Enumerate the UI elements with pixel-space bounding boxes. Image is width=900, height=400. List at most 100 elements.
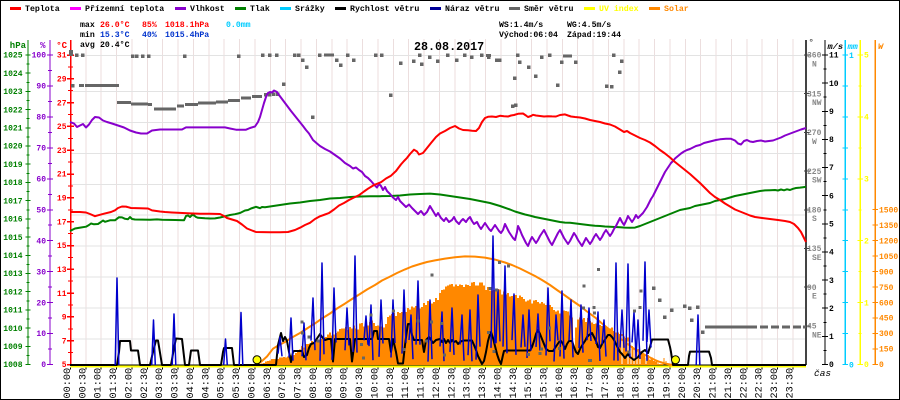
svg-text:9: 9 [829, 108, 834, 117]
svg-text:Přízemní teplota: Přízemní teplota [85, 4, 164, 14]
svg-text:16:00: 16:00 [555, 368, 566, 399]
svg-text:1013: 1013 [3, 270, 22, 279]
svg-text:SE: SE [812, 254, 822, 263]
svg-text:1: 1 [864, 299, 869, 308]
svg-text:E: E [812, 293, 817, 302]
svg-text:85%: 85% [142, 21, 157, 30]
svg-text:05:00: 05:00 [217, 368, 228, 399]
svg-text:1024: 1024 [3, 70, 22, 79]
svg-text:02:30: 02:30 [140, 368, 151, 399]
svg-text:1010: 1010 [3, 325, 22, 334]
svg-text:1008: 1008 [3, 361, 22, 370]
svg-text:70: 70 [36, 145, 46, 154]
svg-text:60: 60 [36, 176, 46, 185]
svg-text:13:30: 13:30 [478, 368, 489, 399]
svg-text:225: 225 [807, 168, 822, 177]
svg-text:10:30: 10:30 [386, 368, 397, 399]
svg-text:01:00: 01:00 [94, 368, 105, 399]
svg-text:1016: 1016 [3, 216, 22, 225]
svg-text:11: 11 [829, 52, 839, 61]
svg-text:mm: mm [847, 42, 859, 52]
svg-text:21:00: 21:00 [709, 368, 720, 399]
svg-text:1018.1hPa: 1018.1hPa [165, 20, 209, 30]
svg-text:80: 80 [36, 114, 46, 123]
svg-text:16:30: 16:30 [570, 368, 581, 399]
svg-text:UV index: UV index [599, 4, 639, 14]
svg-text:19:30: 19:30 [663, 368, 674, 399]
svg-text:1009: 1009 [3, 343, 22, 352]
svg-text:Vlhkost: Vlhkost [190, 4, 225, 14]
svg-text:50: 50 [36, 206, 46, 215]
svg-text:45: 45 [807, 323, 817, 332]
svg-text:max: max [80, 21, 95, 30]
svg-text:750: 750 [879, 284, 894, 293]
svg-text:0: 0 [849, 362, 854, 371]
svg-text:90: 90 [36, 83, 46, 92]
svg-text:9: 9 [62, 314, 67, 323]
svg-text:135: 135 [807, 245, 822, 254]
svg-text:1: 1 [849, 52, 854, 61]
svg-text:1022: 1022 [3, 106, 22, 115]
svg-text:W: W [878, 42, 884, 52]
svg-text:25: 25 [57, 123, 67, 132]
svg-text:03:00: 03:00 [155, 368, 166, 399]
svg-text:3: 3 [829, 277, 834, 286]
svg-text:5: 5 [864, 52, 869, 61]
svg-text:Západ:19:44: Západ:19:44 [567, 30, 621, 40]
svg-text:1021: 1021 [3, 125, 22, 134]
svg-text:21:30: 21:30 [724, 368, 735, 399]
svg-text:22:30: 22:30 [755, 368, 766, 399]
svg-text:17:00: 17:00 [586, 368, 597, 399]
svg-text:1018: 1018 [3, 179, 22, 188]
svg-text:Solar: Solar [664, 4, 689, 14]
svg-text:12:00: 12:00 [432, 368, 443, 399]
svg-text:NE: NE [812, 331, 822, 340]
svg-text:15:30: 15:30 [540, 368, 551, 399]
svg-text:6: 6 [829, 192, 834, 201]
svg-text:15:00: 15:00 [524, 368, 535, 399]
svg-text:22:00: 22:00 [739, 368, 750, 399]
svg-text:1020: 1020 [3, 143, 22, 152]
svg-text:7: 7 [829, 164, 834, 173]
svg-text:270: 270 [807, 129, 822, 138]
svg-text:450: 450 [879, 315, 894, 324]
svg-text:1350: 1350 [879, 222, 898, 231]
svg-text:15.3°C: 15.3°C [100, 31, 130, 40]
svg-text:08:00: 08:00 [309, 368, 320, 399]
svg-text:18:30: 18:30 [632, 368, 643, 399]
svg-text:10: 10 [36, 330, 46, 339]
svg-text:90: 90 [807, 284, 817, 293]
svg-text:1050: 1050 [879, 253, 898, 262]
svg-text:19: 19 [57, 195, 67, 204]
svg-text:Rychlost větru: Rychlost větru [350, 4, 419, 14]
svg-text:5: 5 [62, 361, 67, 370]
svg-text:10:00: 10:00 [370, 368, 381, 399]
svg-text:00:00: 00:00 [63, 368, 74, 399]
svg-text:4: 4 [864, 114, 869, 123]
svg-text:03:30: 03:30 [171, 368, 182, 399]
svg-text:40: 40 [36, 237, 46, 246]
svg-text:13:00: 13:00 [463, 368, 474, 399]
svg-text:07:30: 07:30 [294, 368, 305, 399]
svg-text:5: 5 [829, 221, 834, 230]
svg-text:04:30: 04:30 [201, 368, 212, 399]
svg-text:11:30: 11:30 [417, 368, 428, 399]
svg-text:0: 0 [829, 361, 834, 370]
svg-text:1023: 1023 [3, 88, 22, 97]
svg-text:23: 23 [57, 147, 67, 156]
svg-text:28.08.2017: 28.08.2017 [414, 40, 484, 54]
svg-text:20:00: 20:00 [678, 368, 689, 399]
svg-text:1012: 1012 [3, 288, 22, 297]
svg-text:3: 3 [864, 176, 869, 185]
svg-text:NW: NW [812, 99, 822, 108]
svg-text:11:00: 11:00 [401, 368, 412, 399]
svg-text:W: W [812, 138, 817, 147]
svg-text:00:30: 00:30 [78, 368, 89, 399]
svg-text:1017: 1017 [3, 197, 22, 206]
svg-text:900: 900 [879, 268, 894, 277]
svg-text:m/s: m/s [827, 42, 843, 52]
svg-text:%: % [40, 41, 46, 51]
svg-text:23:30: 23:30 [785, 368, 796, 399]
svg-text:20: 20 [36, 299, 46, 308]
svg-text:min: min [80, 30, 95, 40]
